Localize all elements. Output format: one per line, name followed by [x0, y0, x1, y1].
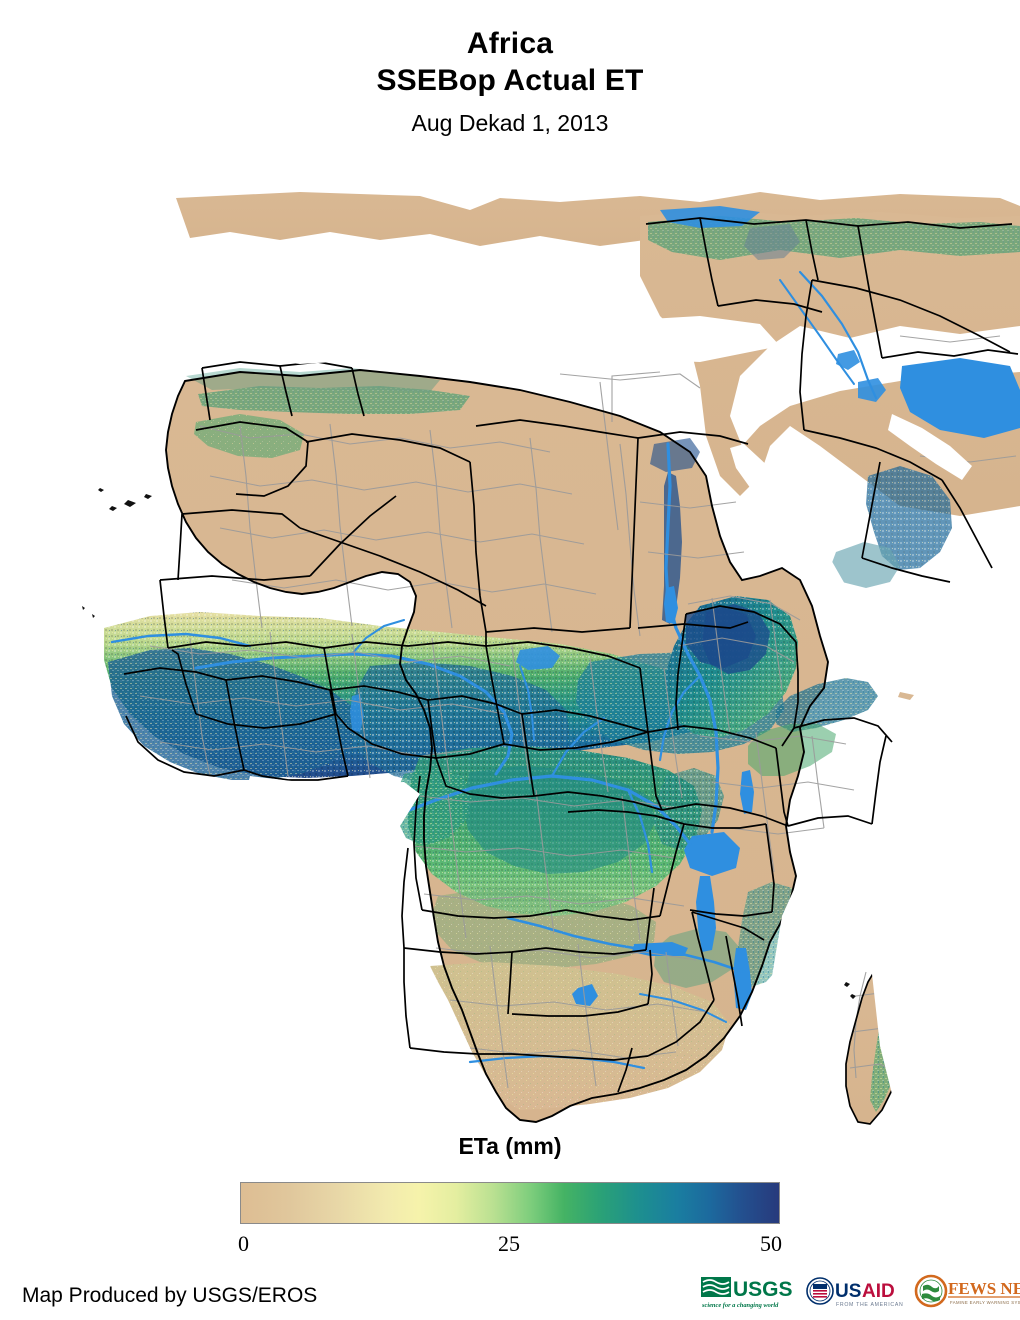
colorbar-tick-max: 50: [760, 1231, 782, 1256]
title-subtitle: Aug Dekad 1, 2013: [411, 110, 609, 136]
title-line-2: SSEBop Actual ET: [376, 64, 644, 97]
fews-net-logo[interactable]: FEWS NET FAMINE EARLY WARNING SYSTEMS NE…: [914, 1272, 1020, 1312]
eta-mozambique-coast: [738, 882, 800, 988]
usgs-logo[interactable]: USGS science for a changing world: [700, 1272, 798, 1312]
fews-globe-icon: [914, 1274, 948, 1308]
usgs-tagline: science for a changing world: [701, 1302, 779, 1309]
rivers: [110, 270, 878, 1070]
agency-logos: USGS science for a changing world US AID…: [700, 1268, 1020, 1316]
page-title: Africa SSEBop Actual ET Aug Dekad 1, 201…: [0, 26, 1020, 140]
fews-net-wordmark: FEWS NET: [948, 1279, 1020, 1298]
eta-great-lakes: [654, 768, 724, 850]
usaid-wordmark-aid: AID: [862, 1281, 895, 1302]
usaid-tagline: FROM THE AMERICAN PEOPLE: [836, 1302, 906, 1308]
fews-net-tagline: FAMINE EARLY WARNING SYSTEMS NETWORK: [950, 1300, 1020, 1305]
colorbar-row: [0, 1182, 1020, 1228]
usaid-wordmark-us: US: [835, 1281, 861, 1302]
title-line-1: Africa: [466, 27, 554, 60]
eta-levant-turkey: [648, 216, 1020, 260]
map-canvas[interactable]: [0, 176, 1020, 1126]
colorbar-tick-mid: 25: [498, 1231, 520, 1256]
legend-title: ETa (mm): [458, 1133, 562, 1159]
eta-asir-escarpment: [830, 466, 952, 588]
sea-cutouts: [0, 176, 1020, 1126]
colorbar-ticks: 0 25 50: [0, 1231, 1020, 1261]
usaid-seal-icon: [806, 1277, 834, 1305]
map-credit: Map Produced by USGS/EROS: [22, 1284, 318, 1307]
eta-gezira-core: [686, 606, 756, 668]
colorbar-tick-min: 0: [238, 1231, 249, 1256]
colorbar-gradient: [240, 1182, 780, 1224]
africa-eta-map[interactable]: [0, 176, 1020, 1126]
usaid-logo[interactable]: US AID FROM THE AMERICAN PEOPLE: [806, 1272, 906, 1312]
country-borders: [123, 217, 1019, 1125]
usgs-wordmark: USGS: [733, 1278, 793, 1301]
eta-southern-africa-dry: [430, 962, 730, 1110]
legend: ETa (mm) 0 25 50: [0, 1132, 1020, 1261]
usgs-wave-icon: [701, 1277, 731, 1297]
eta-somalia-ribbon: [748, 678, 878, 776]
eta-maghreb-fringe: [186, 368, 470, 414]
